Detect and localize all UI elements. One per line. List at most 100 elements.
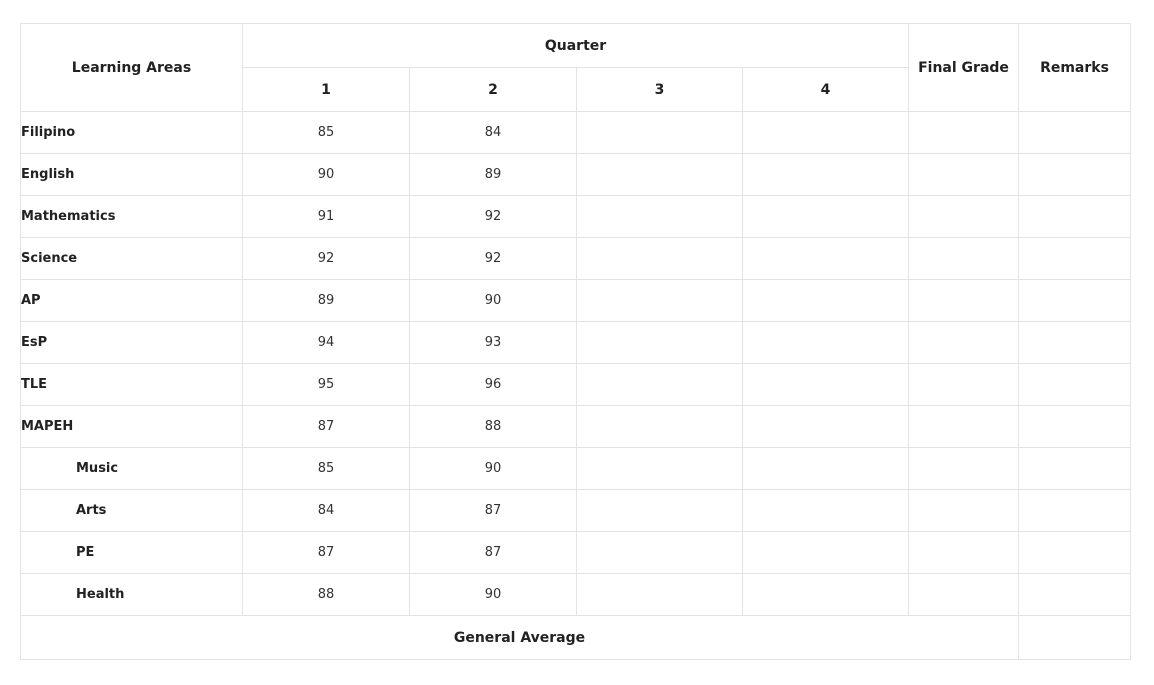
general-average-label: General Average xyxy=(20,615,1019,660)
remarks-cell xyxy=(1018,405,1131,448)
remarks-cell xyxy=(1018,489,1131,532)
quarter-3-grade xyxy=(576,405,743,448)
quarter-4-grade xyxy=(742,489,909,532)
quarter-3-grade xyxy=(576,573,743,616)
remarks-cell xyxy=(1018,153,1131,196)
subject-name: MAPEH xyxy=(20,405,243,448)
quarter-1-grade: 84 xyxy=(242,489,410,532)
quarter-1-grade: 89 xyxy=(242,279,410,322)
quarter-2-grade: 92 xyxy=(409,195,577,238)
table-row: TLE 95 96 xyxy=(20,363,1131,406)
subject-name: Arts xyxy=(20,489,243,532)
quarter-3-grade xyxy=(576,153,743,196)
table-row: PE 87 87 xyxy=(20,531,1131,574)
table-row: Mathematics 91 92 xyxy=(20,195,1131,238)
quarter-4-grade xyxy=(742,405,909,448)
final-grade-cell xyxy=(908,531,1019,574)
table-row: MAPEH 87 88 xyxy=(20,405,1131,448)
quarter-4-grade xyxy=(742,363,909,406)
quarter-2-grade: 89 xyxy=(409,153,577,196)
quarter-2-grade: 87 xyxy=(409,489,577,532)
quarter-3-grade xyxy=(576,447,743,490)
quarter-3-grade xyxy=(576,237,743,280)
remarks-header: Remarks xyxy=(1018,23,1131,112)
quarter-1-header: 1 xyxy=(242,67,410,112)
quarter-3-grade xyxy=(576,531,743,574)
quarter-2-grade: 90 xyxy=(409,447,577,490)
quarter-1-grade: 88 xyxy=(242,573,410,616)
subject-name: Music xyxy=(20,447,243,490)
remarks-cell xyxy=(1018,111,1131,154)
quarter-4-grade xyxy=(742,195,909,238)
remarks-cell xyxy=(1018,573,1131,616)
table-row: Arts 84 87 xyxy=(20,489,1131,532)
quarter-header: Quarter xyxy=(242,23,909,68)
quarter-1-grade: 91 xyxy=(242,195,410,238)
final-grade-cell xyxy=(908,195,1019,238)
quarter-1-grade: 94 xyxy=(242,321,410,364)
quarter-1-grade: 87 xyxy=(242,531,410,574)
table-row: AP 89 90 xyxy=(20,279,1131,322)
subject-name: EsP xyxy=(20,321,243,364)
final-grade-cell xyxy=(908,447,1019,490)
general-average-value xyxy=(1018,615,1131,660)
quarter-1-grade: 85 xyxy=(242,111,410,154)
final-grade-header: Final Grade xyxy=(908,23,1019,112)
report-card: Learning Areas Quarter Final Grade Remar… xyxy=(20,23,1131,660)
quarter-2-grade: 90 xyxy=(409,279,577,322)
table-row: Science 92 92 xyxy=(20,237,1131,280)
quarter-4-header: 4 xyxy=(742,67,909,112)
quarter-3-grade xyxy=(576,279,743,322)
table-row: English 90 89 xyxy=(20,153,1131,196)
grades-table: Learning Areas Quarter Final Grade Remar… xyxy=(20,23,1131,660)
quarter-4-grade xyxy=(742,573,909,616)
remarks-cell xyxy=(1018,321,1131,364)
final-grade-cell xyxy=(908,363,1019,406)
remarks-cell xyxy=(1018,447,1131,490)
quarter-2-grade: 92 xyxy=(409,237,577,280)
quarter-1-grade: 90 xyxy=(242,153,410,196)
learning-areas-header: Learning Areas xyxy=(20,23,243,112)
subject-name: English xyxy=(20,153,243,196)
quarter-2-grade: 88 xyxy=(409,405,577,448)
quarter-1-grade: 92 xyxy=(242,237,410,280)
quarter-3-grade xyxy=(576,195,743,238)
quarter-1-grade: 87 xyxy=(242,405,410,448)
table-row: Filipino 85 84 xyxy=(20,111,1131,154)
subject-name: Mathematics xyxy=(20,195,243,238)
subject-name: Science xyxy=(20,237,243,280)
subject-name: TLE xyxy=(20,363,243,406)
subject-name: Health xyxy=(20,573,243,616)
quarter-4-grade xyxy=(742,153,909,196)
final-grade-cell xyxy=(908,489,1019,532)
remarks-cell xyxy=(1018,195,1131,238)
quarter-3-grade xyxy=(576,489,743,532)
quarter-2-header: 2 xyxy=(409,67,577,112)
table-row: EsP 94 93 xyxy=(20,321,1131,364)
quarter-4-grade xyxy=(742,279,909,322)
quarter-2-grade: 90 xyxy=(409,573,577,616)
grades-body: Filipino 85 84 English 90 89 Mathematics 91 92 Sc… xyxy=(20,111,1131,616)
final-grade-cell xyxy=(908,279,1019,322)
header-row: Learning Areas Quarter Final Grade Remar… xyxy=(20,23,1131,112)
quarter-2-grade: 84 xyxy=(409,111,577,154)
remarks-cell xyxy=(1018,363,1131,406)
final-grade-cell xyxy=(908,405,1019,448)
final-grade-cell xyxy=(908,573,1019,616)
quarter-4-grade xyxy=(742,531,909,574)
quarter-2-grade: 87 xyxy=(409,531,577,574)
quarter-2-grade: 93 xyxy=(409,321,577,364)
quarter-3-header: 3 xyxy=(576,67,743,112)
subject-name: Filipino xyxy=(20,111,243,154)
subject-name: PE xyxy=(20,531,243,574)
quarter-2-grade: 96 xyxy=(409,363,577,406)
general-average-row: General Average xyxy=(20,615,1131,660)
quarter-4-grade xyxy=(742,237,909,280)
quarter-1-grade: 85 xyxy=(242,447,410,490)
quarter-3-grade xyxy=(576,111,743,154)
quarter-4-grade xyxy=(742,111,909,154)
remarks-cell xyxy=(1018,531,1131,574)
table-row: Health 88 90 xyxy=(20,573,1131,616)
quarter-4-grade xyxy=(742,447,909,490)
final-grade-cell xyxy=(908,237,1019,280)
